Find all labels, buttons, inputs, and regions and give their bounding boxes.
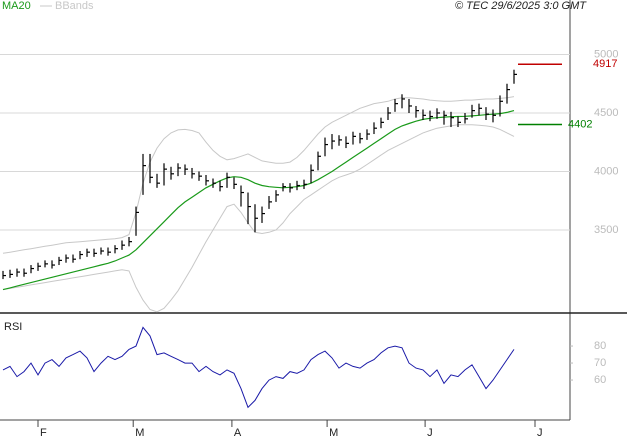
- x-tick-label: J: [537, 427, 543, 439]
- source: © TEC 29/6/2025 3:0 GMT: [455, 0, 587, 12]
- y-tick-label: 3500: [594, 224, 618, 236]
- y-tick-label: 70: [594, 357, 606, 369]
- y-tick-label: 4500: [594, 107, 618, 119]
- x-tick-label: J: [427, 427, 433, 439]
- panel-title: RSI: [4, 321, 22, 333]
- legend-label: MA20: [2, 0, 31, 12]
- y-tick-label: 60: [594, 374, 606, 386]
- band-upper: [2, 96, 515, 254]
- ma-line: [2, 110, 515, 291]
- y-tick-label: 80: [594, 340, 606, 352]
- x-tick-label: M: [329, 427, 338, 439]
- y-tick-label: 4000: [594, 165, 618, 177]
- level-label: 4402: [568, 118, 592, 130]
- level-label: 4917: [593, 58, 617, 70]
- x-tick-label: M: [135, 427, 144, 439]
- band-lower: [2, 124, 515, 313]
- rsi-line: [2, 326, 515, 409]
- x-tick-label: A: [234, 427, 242, 439]
- y-tick-label: 5000: [594, 48, 618, 60]
- legend-label: BBands: [55, 0, 94, 12]
- x-tick-label: F: [40, 427, 47, 439]
